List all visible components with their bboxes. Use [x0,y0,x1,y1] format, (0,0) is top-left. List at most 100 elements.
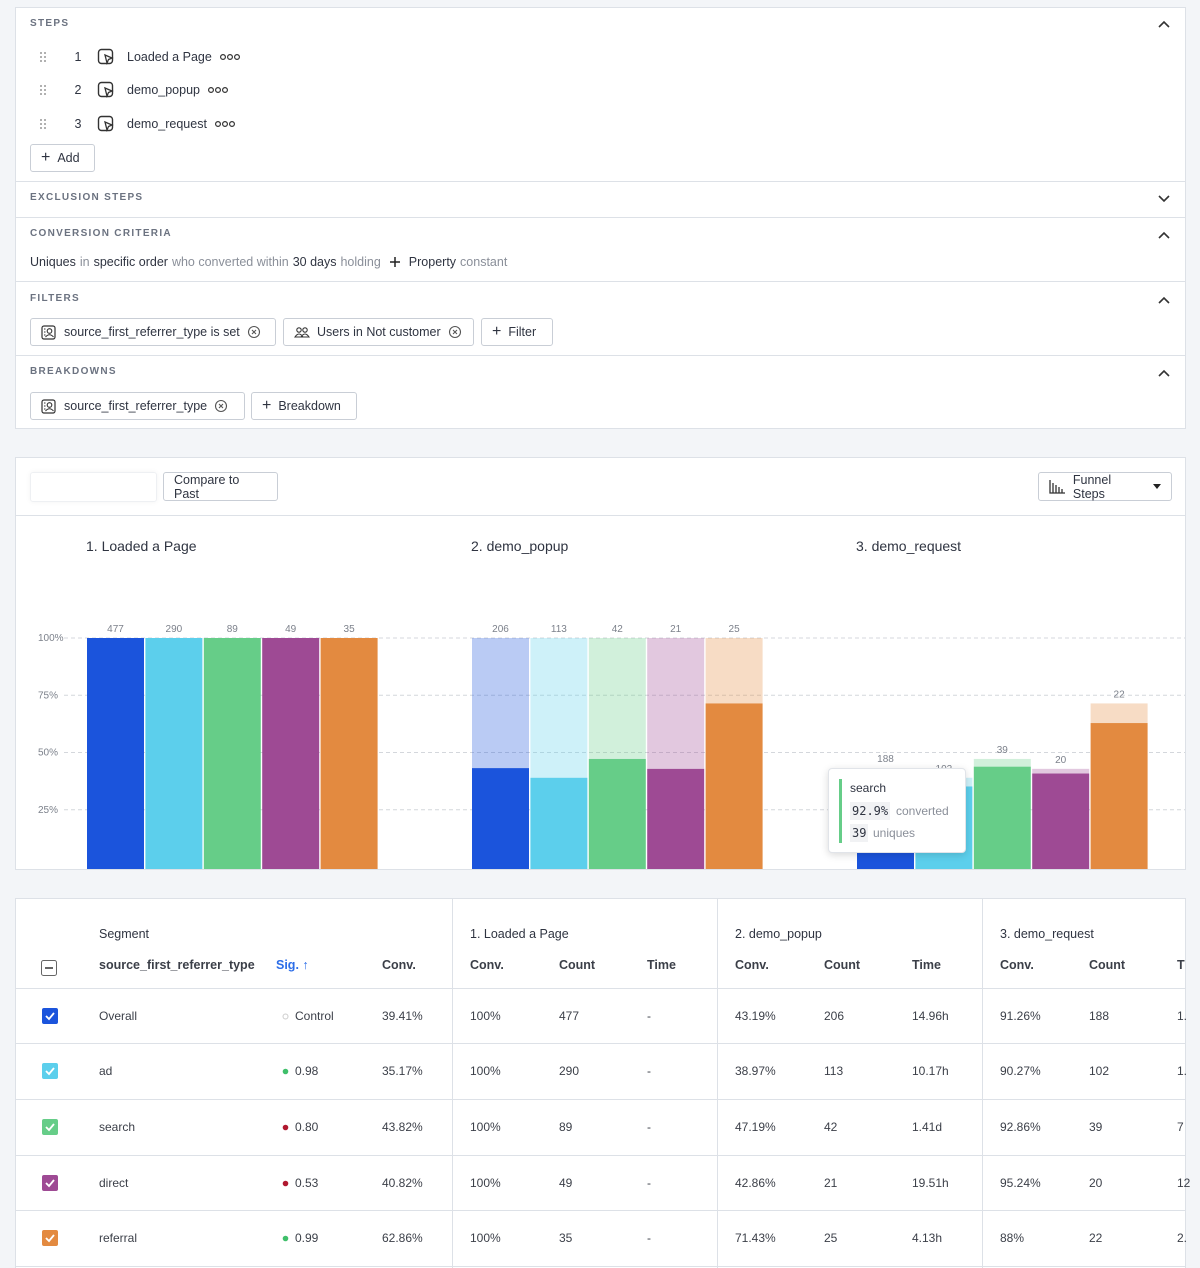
cell: Overall [99,1009,138,1023]
divider [15,181,1186,182]
step-number: 3 [74,117,82,131]
chip-label: Users in Not customer [317,325,441,339]
filter-chip[interactable]: source_first_referrer_type is set [30,318,276,346]
bar [647,768,705,869]
chip-icon [41,324,56,340]
filter-chip[interactable]: source_first_referrer_type [30,392,245,420]
row-divider [15,1210,1186,1211]
previous-step-bar [472,638,529,769]
step-row: 3 demo_request [39,115,235,133]
button-label: Funnel Steps [1072,472,1112,501]
row-checkbox[interactable] [42,1063,58,1079]
cell: 0.99 [295,1231,319,1245]
chip-label: Breakdown [278,399,341,413]
bar [1032,773,1090,869]
step-menu[interactable] [207,86,228,94]
bar [588,758,646,869]
cell: 95.24% [1000,1176,1041,1190]
tooltip-count: 39 [850,824,869,842]
row-checkbox[interactable] [42,1230,58,1246]
count-label: 49 [285,624,297,635]
column-header: Conv. [470,958,504,972]
y-tick-label: 75% [38,690,58,701]
column-header: source_first_referrer_type [99,958,255,972]
count-label: 25 [729,624,741,635]
count-label: 20 [1055,755,1067,766]
cell: 39.41% [382,1009,423,1023]
cell: 100% [470,1176,501,1190]
tooltip: search 92.9% converted 39 uniques [828,768,966,853]
cell: 62.86% [382,1231,423,1245]
cell: - [647,1176,651,1190]
group-header: 3. demo_request [1000,927,1094,941]
cell: 12 [1177,1176,1191,1190]
cell: 43.82% [382,1120,423,1134]
row-checkbox[interactable] [42,1119,58,1135]
cell: ad [99,1064,113,1078]
sig-dot [282,1124,289,1131]
column-divider [982,898,983,1268]
column-header: Conv. [1000,958,1034,972]
cell: 43.19% [735,1009,776,1023]
section-title: EXCLUSION STEPS [30,192,144,203]
row-checkbox[interactable] [42,1175,58,1191]
count-label: 290 [166,624,183,635]
tooltip-rate-label: converted [896,804,949,818]
drag-handle [40,119,46,129]
column-header: Conv. [735,958,769,972]
bar [203,638,261,869]
select-all-checkbox [41,960,57,976]
column-header: Count [824,958,861,972]
remove-icon[interactable] [448,325,462,339]
bar [262,638,320,869]
section-title: CONVERSION CRITERIA [30,228,172,239]
tooltip-count-label: uniques [873,826,916,840]
step-menu[interactable] [219,53,240,61]
cell: 206 [824,1009,845,1023]
column-header: Count [1089,958,1126,972]
step-menu[interactable] [214,120,235,128]
cell: 89 [559,1120,573,1134]
cell: 290 [559,1064,580,1078]
drag-handle [40,85,46,95]
row-divider [15,1155,1186,1156]
cell: 7 [1177,1120,1184,1134]
compare-button[interactable]: Compare to Past [163,472,278,501]
column-header: Conv. [382,958,416,972]
add-step-button[interactable]: + Add [30,144,95,172]
remove-icon[interactable] [247,325,261,339]
cell: 40.82% [382,1176,423,1190]
remove-icon[interactable] [214,399,228,413]
bar [1090,723,1148,869]
column-header: Sig. ↑ [276,958,309,972]
cell: 0.98 [295,1064,319,1078]
step-title: 3. demo_request [856,538,962,554]
cell: 100% [470,1009,501,1023]
criteria-part[interactable]: specific order [93,255,168,269]
row-divider [15,1266,1186,1267]
cell: 0.53 [295,1176,319,1190]
cell: 2. [1177,1231,1188,1245]
bar [145,638,203,869]
step-row: 1 Loaded a Page [39,48,240,66]
row-checkbox[interactable] [42,1008,58,1024]
cell: referral [99,1231,138,1245]
step-name: demo_request [127,117,207,131]
cell: 90.27% [1000,1064,1041,1078]
criteria-part[interactable]: 30 days [292,255,337,269]
query-panel [15,7,1186,429]
criteria-part[interactable]: Property [408,255,457,269]
chip-label: Filter [508,325,537,339]
section-title: FILTERS [30,293,81,304]
cell: - [647,1064,651,1078]
count-label: 39 [997,745,1009,756]
cell: 71.43% [735,1231,776,1245]
bar [320,638,378,869]
add-button[interactable]: + Breakdown [251,392,357,420]
add-button[interactable]: + Filter [481,318,553,346]
view-dropdown[interactable]: Funnel Steps [1038,472,1172,501]
previous-step-bar [1090,703,1148,724]
filter-chip[interactable]: Users in Not customer [283,318,474,346]
cell: 49 [559,1176,573,1190]
